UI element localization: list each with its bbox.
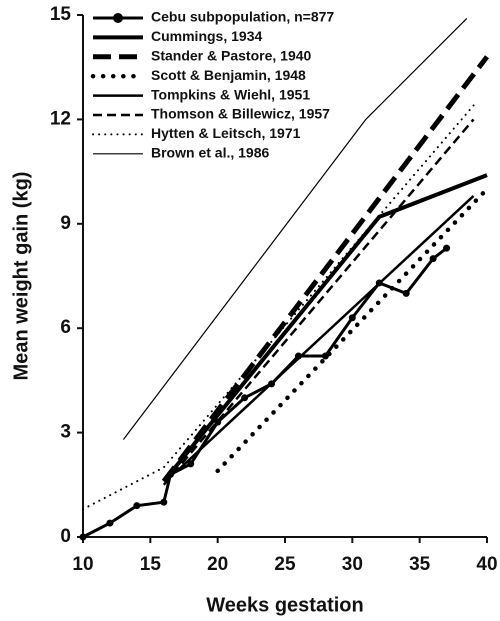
series-line [82,104,475,511]
point [402,289,410,297]
series-line [161,55,489,483]
y-tick-label: 12 [50,108,71,129]
y-axis-title: Mean weight gain (kg) [10,172,32,381]
legend-label: Brown et al., 1986 [151,145,269,161]
point [79,533,87,541]
point [241,394,249,402]
x-tick-label: 10 [72,554,93,575]
series-line [215,186,490,474]
legend-label: Cebu subpopulation, n=877 [151,9,334,25]
legend-label: Cummings, 1934 [151,28,262,44]
legend-label: Tompkins & Wiehl, 1951 [151,86,310,102]
y-tick-label: 9 [60,213,71,234]
x-tick-label: 40 [476,554,497,575]
point [443,244,451,252]
legend-marker [113,13,123,23]
point [160,498,168,506]
point [133,502,141,510]
series-line [176,195,475,472]
x-tick-label: 15 [140,554,162,575]
x-axis-title: Weeks gestation [206,594,363,616]
series-line [162,118,475,486]
point [187,460,195,468]
legend-label: Hytten & Leitsch, 1971 [151,125,301,141]
legend-label: Thomson & Billewicz, 1957 [151,106,330,122]
y-tick-label: 6 [60,317,71,338]
legend-label: Scott & Benjamin, 1948 [151,67,306,83]
point [106,519,114,527]
y-tick-label: 3 [60,422,71,443]
x-tick-label: 25 [274,554,296,575]
x-tick-label: 20 [207,554,228,575]
point [348,314,356,322]
y-tick-label: 0 [60,526,71,547]
point [429,255,437,263]
x-tick-label: 30 [342,554,363,575]
y-tick-label: 15 [50,4,72,25]
series-line [82,246,448,539]
x-tick-label: 35 [409,554,431,575]
legend-label: Stander & Pastore, 1940 [151,48,312,64]
series-line [162,173,488,483]
series-line [122,18,468,440]
